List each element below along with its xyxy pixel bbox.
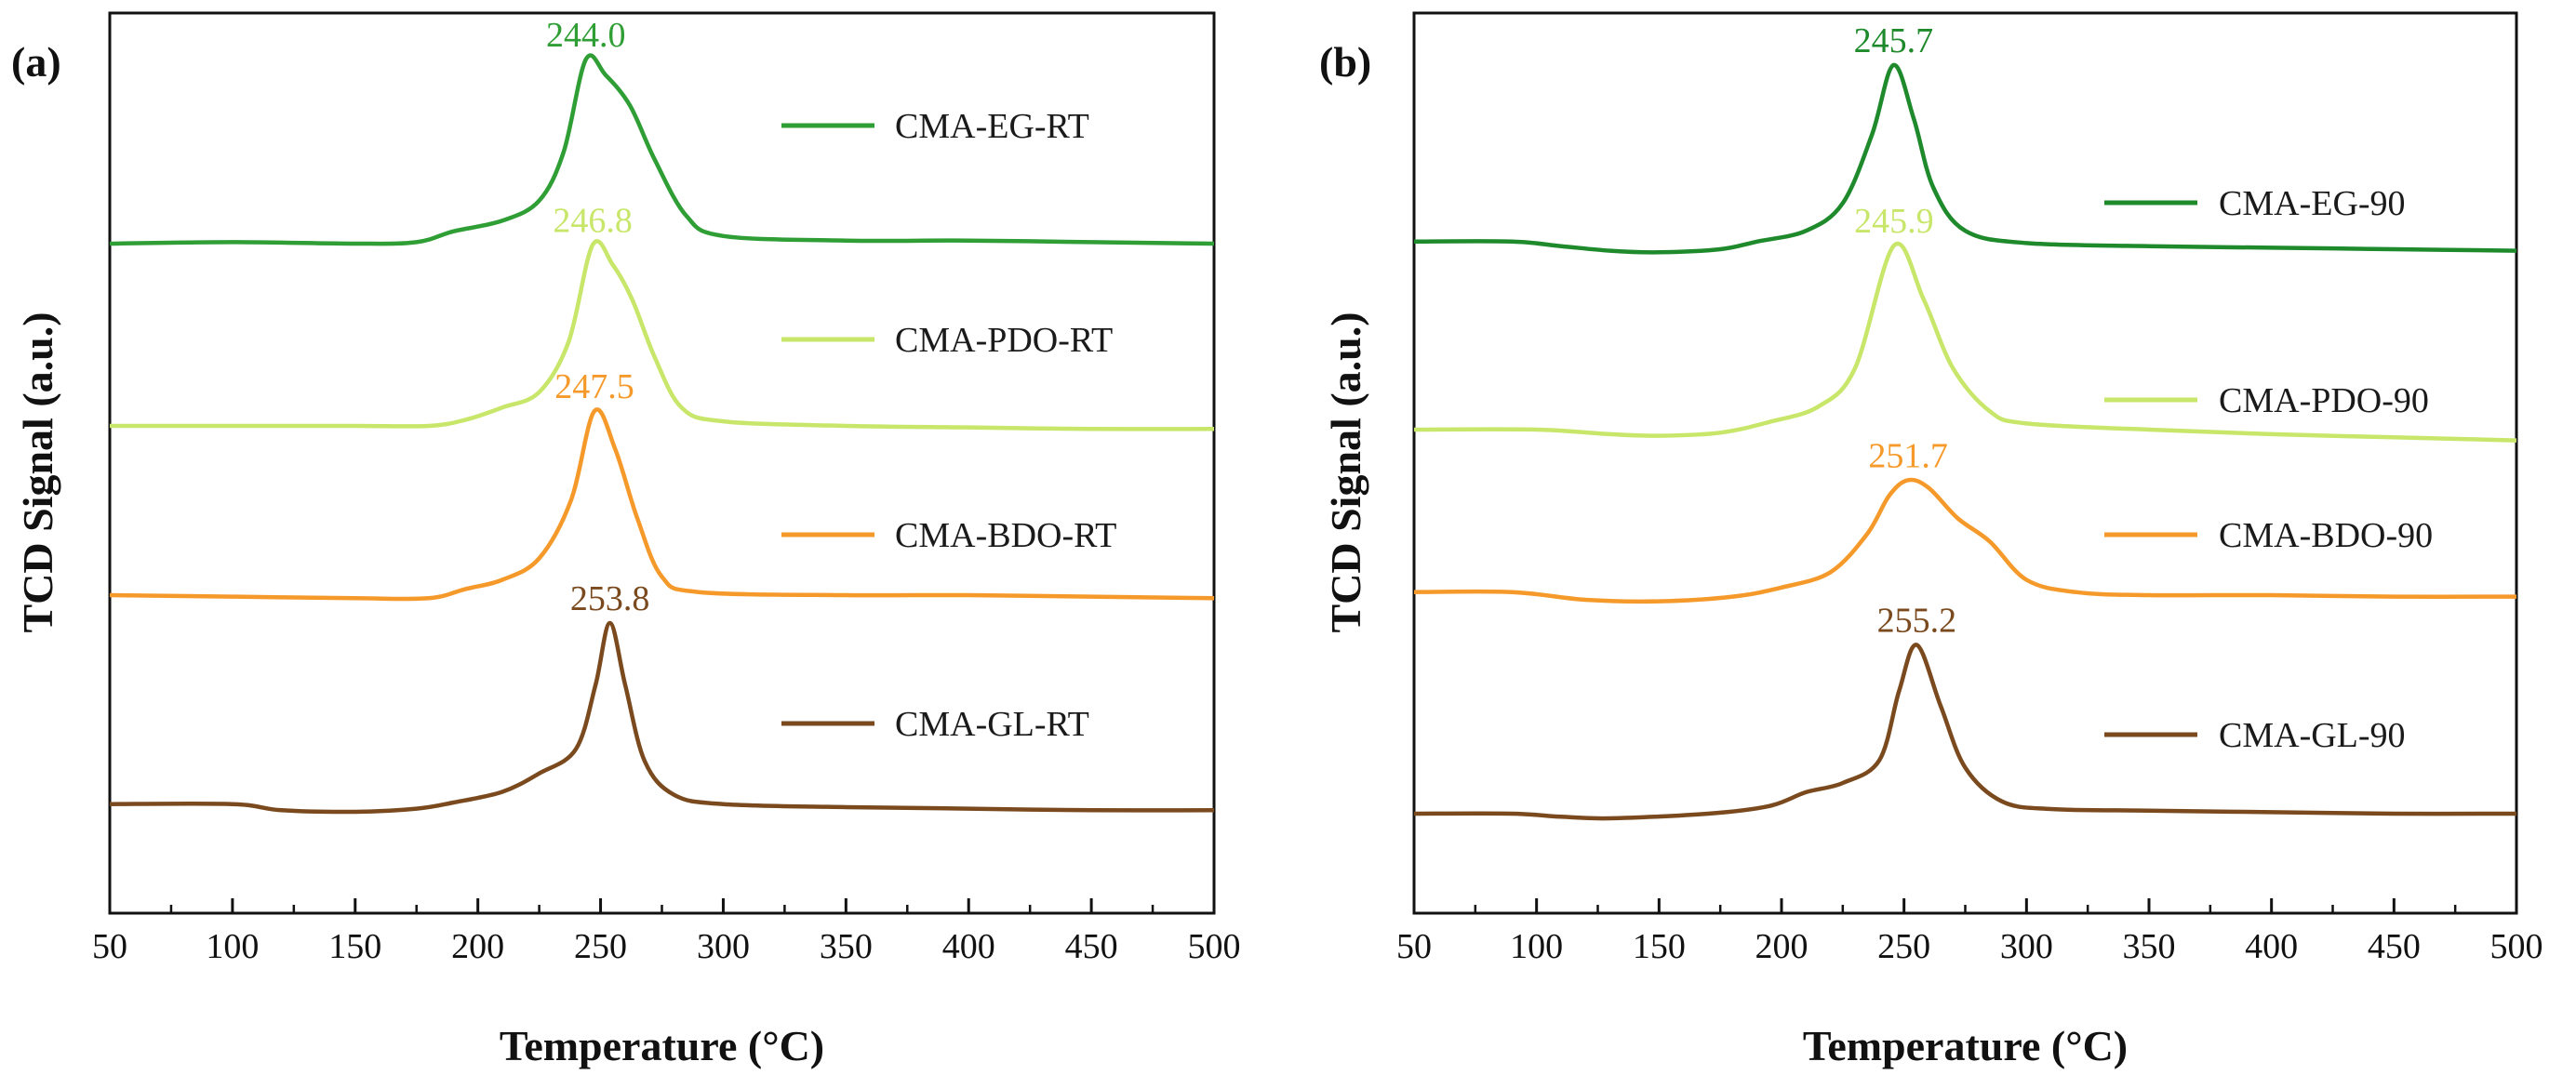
peak-label: 247.5 [554,367,634,406]
x-tick-label: 200 [451,927,504,966]
series-line-cma-gl-90 [1413,643,2517,821]
peak-label: 245.9 [1854,202,1934,241]
panel-a: 50 100 150 200 250 300 350 400 450 500 Temperature… [11,11,1241,1069]
x-tick-label: 250 [574,927,627,966]
x-axis-title: Temperature (°C) [500,1022,824,1069]
plot-frame [1412,11,2518,915]
x-tick-label: 500 [1188,927,1241,966]
legend-label: CMA-BDO-RT [895,516,1116,555]
series-line-cma-bdo-90 [1413,477,2517,604]
x-tick-label: 350 [2123,927,2176,966]
x-tick-label: 300 [697,927,750,966]
x-tick-label: 150 [328,927,381,966]
x-tick-label: 500 [2490,927,2543,966]
peak-label: 245.7 [1854,21,1934,60]
peak-label: 246.8 [553,201,633,240]
x-tick-label: 350 [820,927,873,966]
x-tick-label: 200 [1755,927,1809,966]
legend-label: CMA-EG-RT [895,107,1089,146]
x-tick-label: 450 [1065,927,1118,966]
x-tick-label: 400 [2245,927,2298,966]
x-tick-label: 250 [1877,927,1930,966]
series-line-cma-eg-rt [109,53,1215,246]
panel-label: (b) [1319,38,1371,86]
x-tick-label: 50 [92,927,127,966]
x-axis-title: Temperature (°C) [1803,1022,2128,1069]
x-tick-label: 300 [2000,927,2053,966]
plot-frame [108,11,1216,915]
x-tick-label: 450 [2368,927,2421,966]
series-line-cma-eg-90 [1413,62,2517,255]
series-line-cma-gl-rt [109,620,1215,815]
y-axis-title: TCD Signal (a.u.) [1322,312,1369,632]
legend-label: CMA-GL-RT [895,705,1089,744]
x-tick-label: 100 [1510,927,1563,966]
y-axis-title: TCD Signal (a.u.) [14,312,61,632]
legend-label: CMA-PDO-RT [895,321,1113,360]
legend-label: CMA-BDO-90 [2219,516,2433,555]
peak-label: 251.7 [1868,436,1948,475]
panel-label: (a) [11,38,61,86]
legend-label: CMA-PDO-90 [2219,381,2429,420]
panel-b: 50 100 150 200 250 300 350 400 450 500 Temperature… [1319,11,2543,1069]
series-line-cma-bdo-rt [109,407,1215,602]
peak-label: 244.0 [546,16,626,55]
peak-label: 253.8 [570,579,650,618]
x-tick-label: 50 [1396,927,1432,966]
x-tick-label: 100 [206,927,259,966]
x-tick-label: 150 [1633,927,1686,966]
x-tick-label: 400 [942,927,995,966]
legend-label: CMA-GL-90 [2219,716,2406,755]
series-line-cma-pdo-rt [109,239,1215,431]
peak-label: 255.2 [1877,602,1957,641]
series-line-cma-pdo-90 [1413,241,2517,443]
legend-label: CMA-EG-90 [2219,184,2406,223]
